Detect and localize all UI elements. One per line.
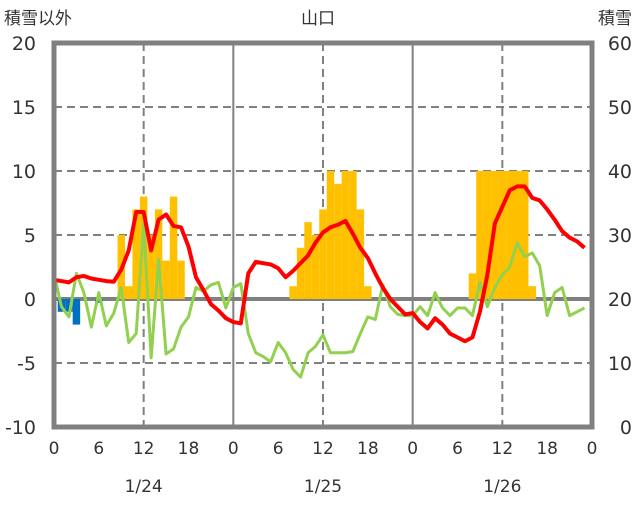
- x-tick-label: 0: [228, 439, 239, 459]
- right-tick-label: 30: [608, 225, 632, 247]
- x-tick-label: 6: [452, 439, 463, 459]
- bar: [498, 171, 507, 299]
- x-tick-label: 18: [357, 439, 379, 459]
- x-tick-label: 12: [133, 439, 155, 459]
- bar: [319, 209, 327, 299]
- x-tick-label: 0: [407, 439, 418, 459]
- x-tick-label: 6: [273, 439, 284, 459]
- left-tick-label: 15: [12, 97, 36, 119]
- right-tick-label: 60: [608, 33, 632, 55]
- bar: [147, 235, 155, 299]
- left-tick-label: 0: [24, 289, 36, 311]
- left-tick-label: 5: [24, 225, 36, 247]
- left-tick-label: -5: [17, 353, 36, 375]
- bar: [304, 222, 312, 299]
- bar: [521, 171, 529, 299]
- bar: [289, 286, 297, 299]
- x-tick-label: 18: [536, 439, 558, 459]
- left-axis-title: 積雪以外: [4, 9, 72, 29]
- left-tick-label: 10: [12, 161, 36, 183]
- bar: [334, 183, 342, 299]
- bar: [311, 235, 320, 299]
- bar: [364, 286, 372, 299]
- bar: [528, 286, 536, 299]
- bar: [356, 209, 365, 299]
- bar: [72, 299, 81, 325]
- right-tick-label: 10: [608, 353, 632, 375]
- bar: [154, 209, 163, 299]
- day-label: 1/26: [483, 477, 521, 497]
- left-tick-label: 20: [12, 33, 36, 55]
- bar: [341, 171, 350, 299]
- x-tick-label: 0: [49, 439, 60, 459]
- x-tick-label: 6: [93, 439, 104, 459]
- x-tick-label: 18: [178, 439, 200, 459]
- bar: [162, 260, 170, 299]
- day-label: 1/25: [304, 477, 342, 497]
- left-tick-label: -10: [5, 417, 36, 439]
- green-series-line: [52, 221, 586, 379]
- right-tick-label: 0: [620, 417, 632, 439]
- x-tick-label: 12: [312, 439, 334, 459]
- right-tick-label: 20: [608, 289, 632, 311]
- bar: [476, 171, 484, 299]
- x-tick-label: 0: [587, 439, 598, 459]
- red-series-line: [53, 184, 586, 344]
- bar: [468, 273, 477, 299]
- bar: [506, 171, 514, 299]
- right-tick-label: 40: [608, 161, 632, 183]
- day-label: 1/24: [125, 477, 163, 497]
- right-tick-label: 50: [608, 97, 632, 119]
- bar: [296, 247, 305, 299]
- bar: [177, 260, 185, 299]
- bar: [483, 171, 492, 299]
- bar: [132, 209, 140, 299]
- right-axis-title: 積雪: [598, 9, 632, 29]
- bar: [169, 196, 178, 299]
- bar: [95, 299, 103, 303]
- plot-frame: [51, 40, 595, 430]
- bar: [513, 171, 522, 299]
- bar: [124, 286, 133, 299]
- x-tick-label: 12: [492, 439, 514, 459]
- bar: [326, 171, 335, 299]
- bar: [65, 299, 73, 312]
- chart-title: 山口: [301, 9, 335, 29]
